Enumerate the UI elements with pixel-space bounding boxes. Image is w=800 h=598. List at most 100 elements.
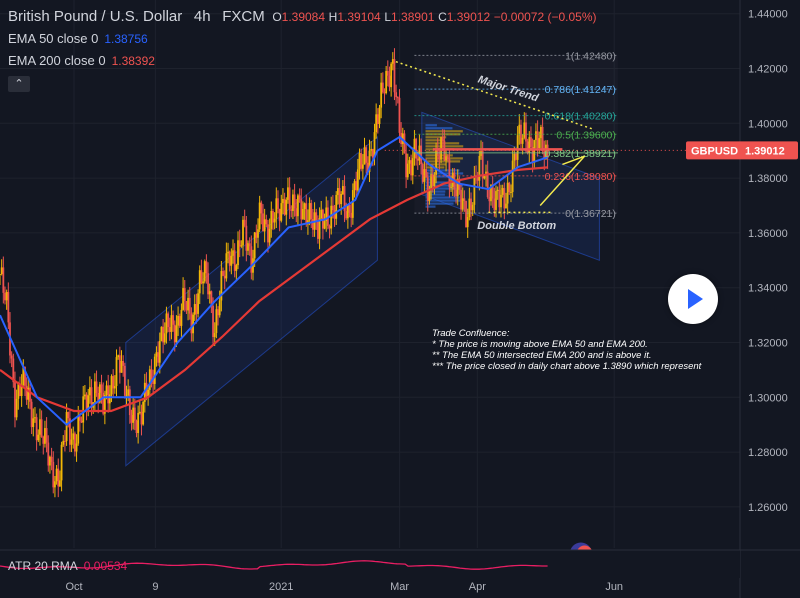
- candle-body: [85, 394, 88, 411]
- volume-bar: [425, 169, 460, 172]
- candle-body: [140, 411, 143, 425]
- candle-body: [153, 356, 156, 384]
- volume-bar: [425, 160, 461, 163]
- candle-body: [218, 300, 221, 316]
- candle-body: [270, 211, 273, 229]
- candle-body: [127, 389, 130, 396]
- candle-body: [338, 188, 341, 205]
- candle-body: [135, 420, 138, 433]
- candle-body: [351, 190, 354, 218]
- candle-body: [37, 434, 40, 441]
- candle-body: [526, 141, 529, 154]
- time-tick-label: Oct: [65, 581, 82, 593]
- volume-bar: [425, 181, 454, 184]
- high-label: H: [328, 10, 338, 24]
- candle-body: [40, 419, 43, 437]
- ema50-label: EMA 50 close 0: [8, 31, 99, 46]
- atr-pane: [0, 549, 800, 578]
- candle-body: [265, 219, 268, 225]
- fib-level-label: 0.618(1.40280): [545, 111, 616, 123]
- candle-body: [20, 385, 23, 397]
- candle-body: [546, 144, 549, 158]
- volume-bar: [425, 193, 445, 196]
- candle-body: [540, 126, 542, 139]
- candle-body: [350, 212, 353, 218]
- candle-body: [105, 385, 108, 395]
- atr-legend[interactable]: ATR 20 RMA 0.00534: [8, 559, 127, 573]
- candle-body: [341, 186, 344, 194]
- low-label: L: [384, 10, 392, 24]
- trade-confluence-note: Trade Confluence: * The price is moving …: [432, 328, 701, 372]
- confluence-line: * The price is moving above EMA 50 and E…: [432, 339, 648, 350]
- candle-body: [113, 386, 116, 389]
- candle-body: [262, 213, 264, 232]
- candle-body: [47, 442, 50, 466]
- candle-body: [142, 401, 145, 425]
- candle-body: [242, 219, 244, 246]
- volume-bar: [425, 202, 454, 205]
- symbol-title[interactable]: British Pound / U.S. Dollar: [8, 8, 183, 25]
- candle-body: [175, 325, 178, 343]
- candle-body: [325, 207, 328, 222]
- price-tag-value: 1.39012: [745, 145, 785, 157]
- candle-body: [57, 468, 60, 487]
- candle-body: [237, 240, 239, 266]
- candle-body: [122, 360, 125, 366]
- ema200-legend[interactable]: EMA 200 close 0 1.38392: [8, 50, 597, 72]
- symbol-row: British Pound / U.S. Dollar 4h FXCM O1.3…: [8, 6, 597, 28]
- candle-body: [431, 174, 434, 187]
- candle-body: [428, 189, 431, 201]
- candle-body: [381, 82, 384, 93]
- candle-body: [483, 175, 486, 179]
- candle-body: [97, 392, 100, 403]
- candle-body: [198, 270, 201, 294]
- candle-body: [365, 147, 368, 163]
- candle-body: [508, 182, 511, 193]
- candle-body: [468, 198, 471, 218]
- ema50-legend[interactable]: EMA 50 close 0 1.38756: [8, 28, 597, 50]
- play-button[interactable]: [668, 274, 718, 324]
- candle-body: [117, 355, 120, 358]
- confluence-line: *** The price closed in daily chart abov…: [432, 361, 702, 372]
- candle-body: [2, 267, 5, 293]
- candle-body: [202, 281, 204, 284]
- double-bottom-label: Double Bottom: [477, 220, 556, 232]
- candle-body: [148, 369, 151, 390]
- timeframe[interactable]: 4h: [193, 8, 211, 25]
- candle-body: [64, 440, 66, 442]
- candle-body: [288, 187, 291, 210]
- candle-body: [223, 275, 226, 279]
- candle-body: [177, 315, 179, 326]
- candle-body: [272, 211, 274, 223]
- candle-body: [100, 384, 103, 393]
- candle-body: [285, 199, 288, 215]
- candle-body: [14, 382, 16, 418]
- candle-body: [405, 153, 408, 178]
- candle-body: [155, 352, 158, 357]
- candle-body: [27, 387, 30, 400]
- candle-body: [433, 174, 436, 187]
- candle-body: [268, 228, 271, 243]
- candle-body: [95, 381, 98, 393]
- time-tick-label: 2021: [269, 581, 293, 593]
- volume-bar: [425, 199, 464, 202]
- candle-body: [30, 401, 33, 428]
- candle-body: [128, 389, 131, 416]
- candle-body: [235, 265, 238, 271]
- price-tick-label: 1.32000: [748, 338, 788, 350]
- candle-body: [167, 313, 170, 328]
- candle-body: [17, 383, 20, 399]
- collapse-legend-button[interactable]: ⌃: [8, 76, 30, 92]
- high-value: 1.39104: [337, 10, 381, 24]
- candle-body: [473, 175, 476, 205]
- candle-body: [420, 145, 423, 165]
- candle-body: [253, 232, 256, 259]
- candle-body: [505, 203, 507, 209]
- candle-body: [386, 70, 389, 76]
- candle-body: [228, 251, 231, 266]
- candle-body: [267, 224, 269, 243]
- candle-body: [44, 428, 46, 444]
- candle-body: [503, 188, 506, 209]
- candle-body: [531, 146, 534, 163]
